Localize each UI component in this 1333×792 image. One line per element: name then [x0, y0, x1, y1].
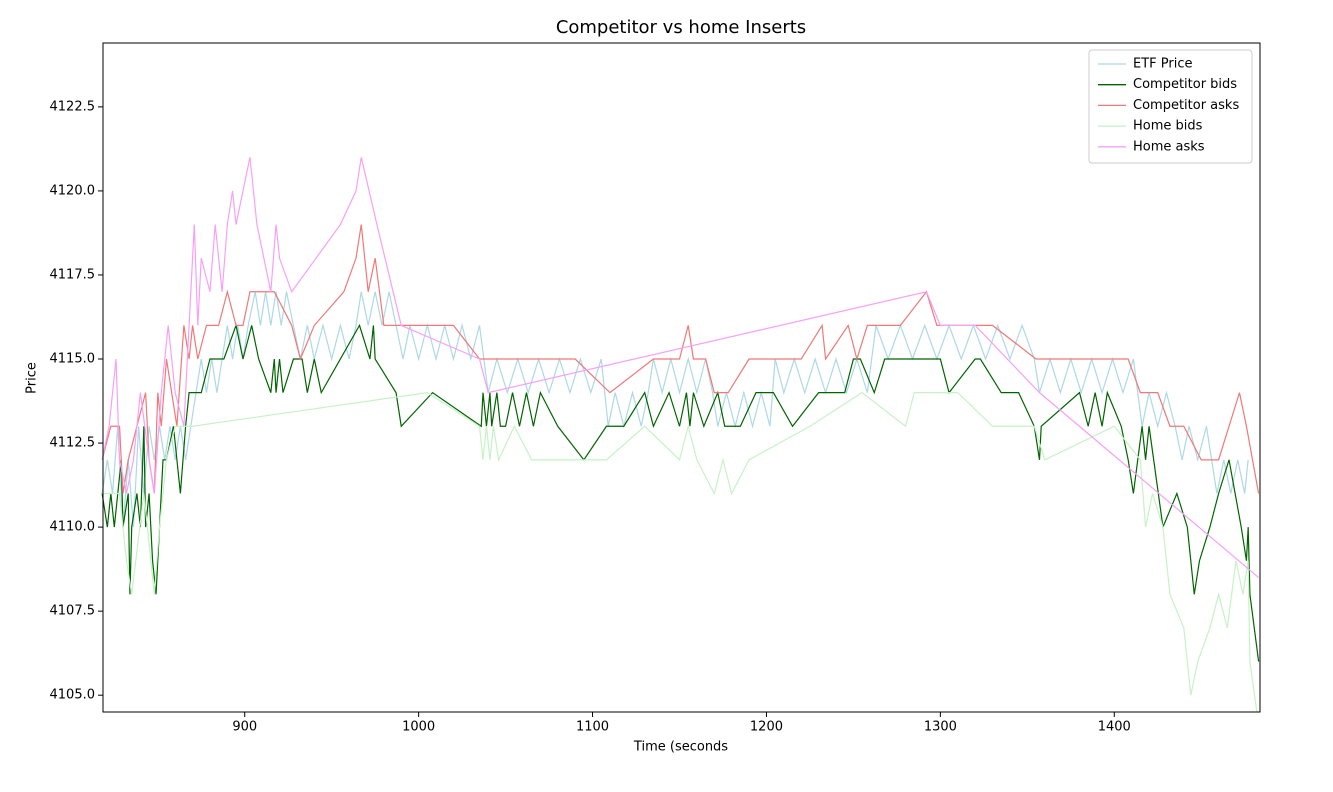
plot-frame — [102, 42, 1261, 713]
x-tick-label: 1000 — [402, 720, 435, 735]
y-tick-label: 4112.5 — [50, 436, 96, 451]
legend-box — [1088, 49, 1253, 164]
legend-label: Home bids — [1133, 119, 1203, 134]
legend-label: ETF Price — [1133, 57, 1192, 72]
series-line — [101, 323, 1260, 662]
legend-label: Competitor asks — [1133, 98, 1239, 113]
x-tick-label: 1100 — [576, 720, 609, 735]
series-line — [101, 291, 1249, 528]
x-tick-label: 1300 — [924, 720, 957, 735]
legend-label: Home asks — [1133, 139, 1205, 154]
y-tick-label: 4110.0 — [50, 520, 96, 535]
series-line — [101, 224, 1260, 494]
y-tick-label: 4120.0 — [50, 183, 96, 198]
y-tick-label: 4117.5 — [50, 267, 96, 282]
series-line — [101, 157, 1259, 578]
x-tick-label: 1200 — [750, 720, 783, 735]
x-tick-label: 900 — [232, 720, 257, 735]
y-axis-label: Price — [25, 362, 40, 394]
y-tick-label: 4122.5 — [50, 99, 96, 114]
chart-title: Competitor vs home Inserts — [556, 17, 806, 38]
y-tick-label: 4115.0 — [50, 352, 96, 367]
x-axis-label: Time (seconds — [633, 740, 728, 755]
y-tick-label: 4105.0 — [50, 688, 96, 703]
series-line — [102, 391, 1258, 713]
x-tick-label: 1400 — [1098, 720, 1131, 735]
legend-label: Competitor bids — [1133, 77, 1237, 92]
y-tick-label: 4107.5 — [50, 604, 96, 619]
